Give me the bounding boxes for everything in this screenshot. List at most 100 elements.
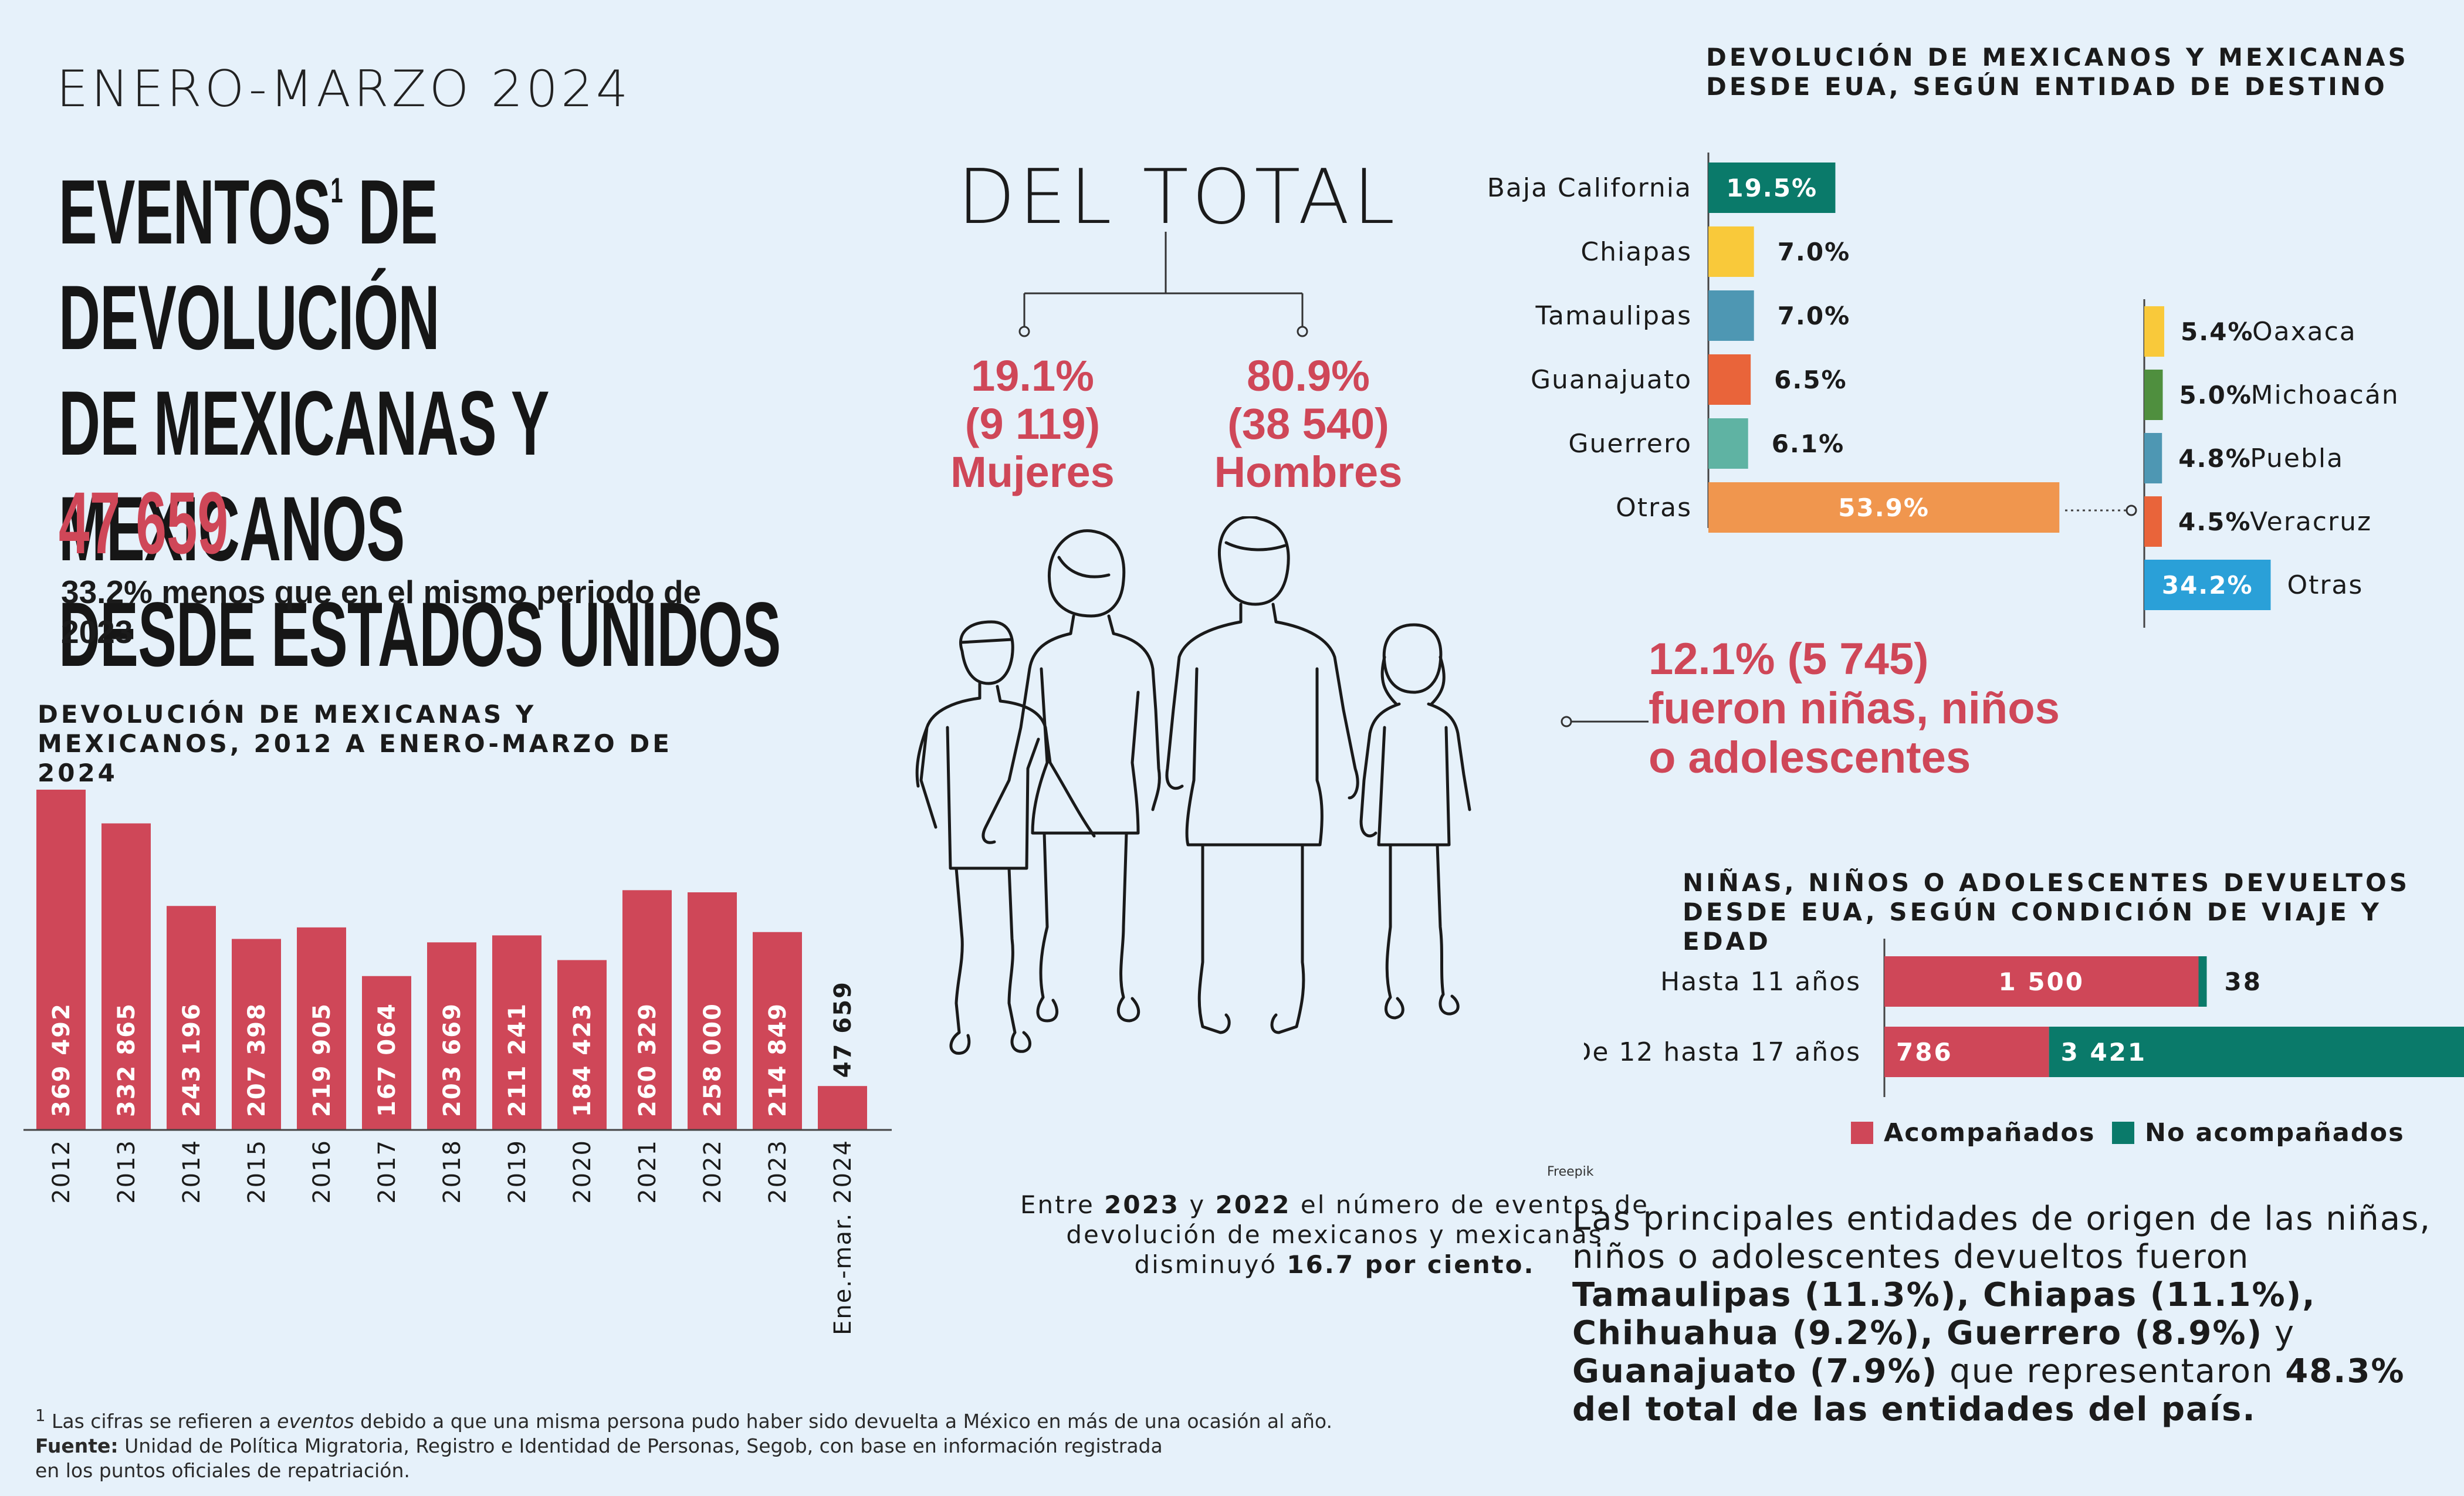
footnote-emphasis: eventos [277, 1410, 354, 1433]
breakdown-value-label: 5.4% [2181, 317, 2253, 346]
annual-bar-category-label: 2018 [439, 1139, 466, 1204]
annual-bar [557, 960, 607, 1130]
annual-bar [753, 932, 802, 1130]
origin-text-a: Las principales entidades de origen de l… [1572, 1200, 2432, 1276]
headline-word: EVENTOS [59, 161, 331, 263]
destination-category-label: Chiapas [1580, 237, 1692, 267]
annual-bar-category-label: 2021 [634, 1139, 661, 1204]
annual-bar-value-label: 260 329 [634, 1003, 661, 1117]
source-text: Unidad de Política Migratoria, Registro … [118, 1434, 1163, 1457]
minors-stacked-chart: Hasta 11 años 1 500 38 De 12 hasta 17 años 7… [1584, 939, 2464, 1148]
minors-chart-title: NIÑAS, NIÑOS O ADOLESCENTES DEVUELTOS DE… [1683, 868, 2411, 956]
family-illustration [915, 516, 1471, 1055]
comparison-text-a: Entre [1020, 1190, 1105, 1219]
men-count: (38 540) [1227, 400, 1389, 448]
destination-value-label: 7.0% [1778, 238, 1850, 266]
breakdown-category-label: Michoacán [2251, 380, 2399, 410]
minors-bar-segment [2049, 1027, 2464, 1077]
annual-bar-category-label: 2019 [504, 1139, 531, 1204]
annual-bar-category-label: 2012 [48, 1139, 75, 1204]
headline-rest: DE DEVOLUCIÓN [59, 161, 440, 369]
breakdown-value-label: 5.0% [2179, 381, 2252, 409]
headline-line-2: DE MEXICANAS Y MEXICANOS [59, 373, 549, 580]
destination-bar [1708, 290, 1754, 341]
legend-swatch [1851, 1122, 1873, 1144]
origin-text-b: y [2263, 1314, 2296, 1352]
comparison-pct: 16.7 por ciento. [1287, 1250, 1535, 1279]
annual-bar-value-label: 47 659 [830, 981, 857, 1078]
destination-bar-chart: Baja California 19.5% Chiapas 7.0% Tamaulipa… [1487, 153, 2399, 628]
destination-category-label: Baja California [1487, 173, 1692, 203]
annual-bar-value-label: 207 398 [243, 1003, 270, 1117]
breakdown-value-label: 34.2% [2162, 571, 2253, 600]
annual-bar-value-label: 369 492 [48, 1003, 75, 1117]
total-change-note: 33.2% menos que en el mismo periodo de 2… [61, 574, 702, 650]
breakdown-bar [2144, 496, 2162, 547]
destination-category-label: Guerrero [1568, 429, 1692, 459]
breakdown-value-label: 4.5% [2178, 507, 2251, 536]
minors-share-line-3: o adolescentes [1649, 733, 1971, 783]
woman-figure [981, 529, 1161, 1023]
annual-bar [167, 906, 216, 1130]
minors-category-label: Hasta 11 años [1660, 967, 1861, 997]
annual-bar-category-label: 2015 [243, 1139, 270, 1204]
annual-bar [622, 890, 672, 1130]
minors-share-line-2: fueron niñas, niños [1649, 683, 2060, 733]
girl-figure [1359, 623, 1471, 1020]
footnote-marker: 1 [330, 171, 343, 210]
annual-bar [101, 823, 151, 1130]
annual-bar-category-label: 2017 [374, 1139, 401, 1204]
destination-bar [1708, 354, 1751, 405]
annual-chart-title: DEVOLUCIÓN DE MEXICANAS Y MEXICANOS, 201… [38, 700, 672, 787]
annual-bar-category-label: 2013 [113, 1139, 140, 1204]
breakdown-bar [2144, 560, 2271, 610]
annual-bar-value-label: 258 000 [699, 1003, 726, 1117]
annual-bar [36, 790, 86, 1130]
nna-connector [1561, 716, 1649, 727]
destination-bar [1708, 163, 1836, 213]
origin-text-c: que representaron [1938, 1352, 2286, 1390]
footnote-text-a: Las cifras se refieren a [45, 1410, 277, 1433]
annual-bar [232, 939, 281, 1130]
destination-bar [1708, 482, 2060, 533]
breakdown-bar [2144, 433, 2162, 483]
destination-value-label: 6.1% [1772, 429, 1844, 458]
minors-bar-segment [1884, 956, 2199, 1007]
breakdown-category-label: Otras [2287, 570, 2363, 600]
breakdown-category-label: Oaxaca [2252, 317, 2357, 347]
legend-label: No acompañados [2145, 1118, 2405, 1148]
minors-total-side-label: 38 [2225, 967, 2262, 996]
destination-category-label: Tamaulipas [1535, 301, 1692, 331]
annual-bar-chart: 369 492 2012 332 865 2013 243 196 2014 207 398… [23, 790, 892, 1335]
women-count: (9 119) [964, 400, 1101, 448]
footnote-marker: 1 [35, 1406, 46, 1425]
annual-bar [427, 942, 476, 1130]
annual-bar-value-label: 219 905 [309, 1003, 336, 1117]
destination-value-label: 7.0% [1778, 302, 1850, 330]
breakdown-category-label: Veracruz [2250, 507, 2372, 537]
breakdown-value-label: 4.8% [2178, 444, 2251, 473]
minors-bar-segment [2198, 956, 2207, 1007]
headline-line-3: DESDE ESTADOS UNIDOS [59, 584, 781, 686]
men-label: Hombres [1214, 448, 1403, 496]
annual-bar [818, 1086, 867, 1130]
source-label: Fuente: [35, 1434, 119, 1457]
women-share: 19.1% (9 119) Mujeres [909, 352, 1156, 496]
del-total-title: DEL TOTAL [957, 154, 1399, 241]
origin-states-b: Guanajuato (7.9%) [1572, 1352, 1938, 1390]
men-share: 80.9% (38 540) Hombres [1185, 352, 1431, 496]
annual-bar-value-label: 167 064 [374, 1003, 401, 1117]
destination-bar [1708, 226, 1754, 277]
annual-bar-category-label: Ene.-mar. 2024 [830, 1139, 857, 1335]
legend-label: Acompañados [1884, 1118, 2095, 1148]
breakdown-bar [2144, 370, 2163, 420]
annual-bar [362, 976, 411, 1130]
women-label: Mujeres [950, 448, 1115, 496]
breakdown-connector-dot [2125, 505, 2137, 516]
minors-share: 12.1% (5 745) fueron niñas, niños o adol… [1649, 635, 2177, 783]
minors-share-line-1: 12.1% (5 745) [1649, 634, 1929, 684]
origin-states-a: Tamaulipas (11.3%), Chiapas (11.1%), Chi… [1572, 1276, 2316, 1352]
del-total-connector [1018, 232, 1308, 337]
minors-bar-segment [1884, 1027, 2049, 1077]
annual-bar-value-label: 332 865 [113, 1003, 140, 1117]
